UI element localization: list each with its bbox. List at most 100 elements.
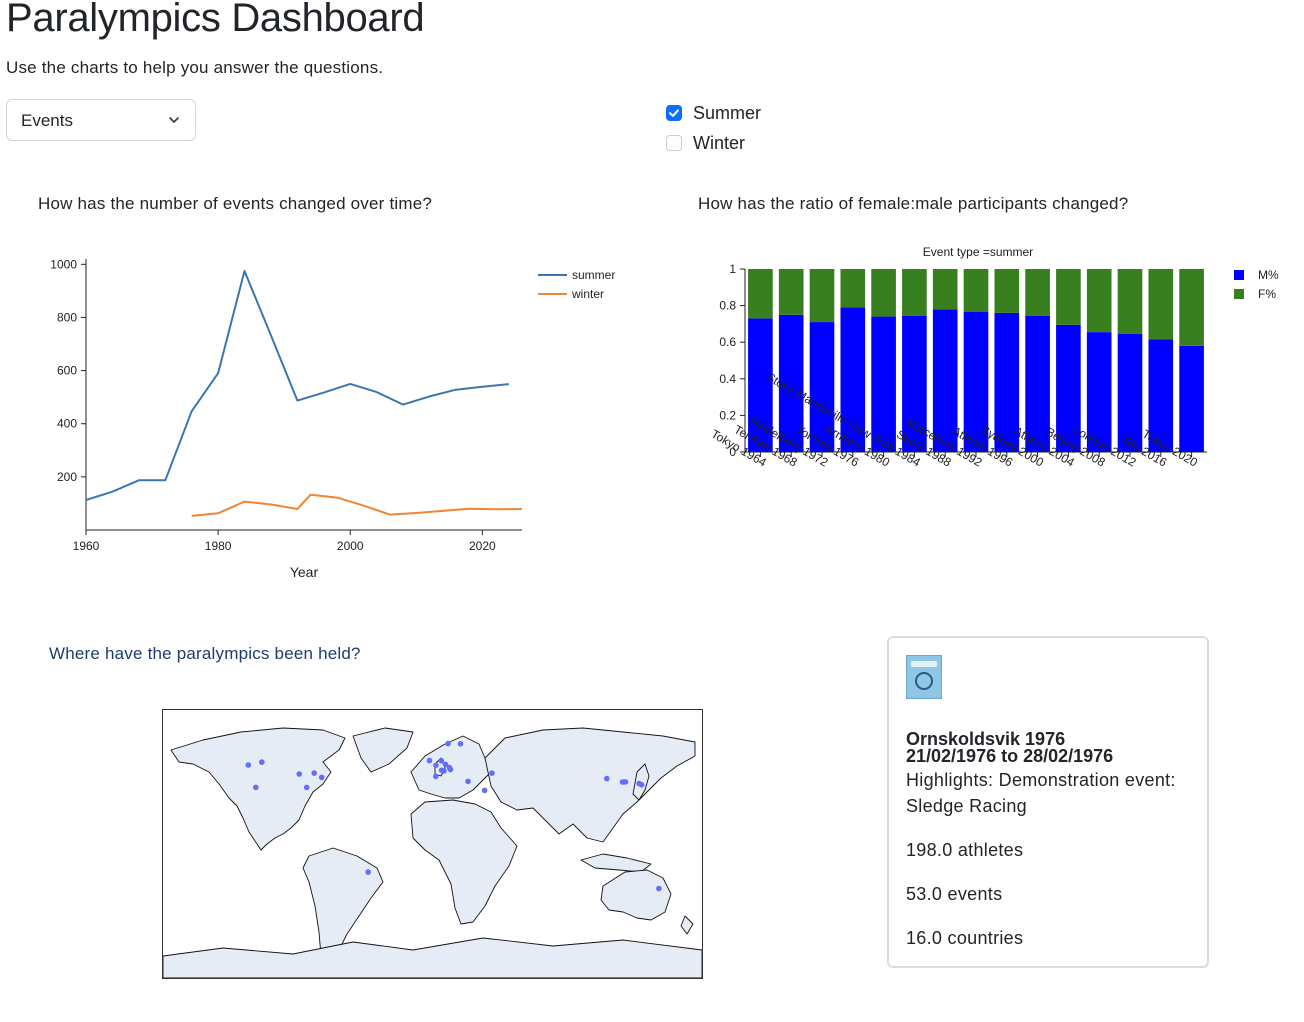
summer-checkbox-label: Summer [693,103,762,123]
bar-male [902,315,927,452]
bar-male [994,312,1020,452]
world-map[interactable] [162,709,703,979]
bar-male [1025,315,1050,452]
map-marker [433,773,439,780]
map-marker [296,771,302,777]
winter-checkbox-label: Winter [693,133,746,153]
bar-female [840,269,866,308]
map-marker [259,759,265,765]
map-marker [433,762,439,769]
chevron-down-icon [169,117,179,123]
winter-series-line [191,493,523,517]
checkbox-unchecked-icon[interactable] [666,135,682,151]
map-marker [365,869,371,875]
bar-female [1117,269,1143,334]
asia-shape [484,727,696,843]
map-marker [438,757,445,764]
event-logo-image [906,655,942,699]
map-marker [622,779,629,785]
bar-male [1179,345,1204,452]
map-marker [465,778,471,785]
chart-type-dropdown[interactable]: Events [6,99,196,141]
map-question: Where have the paralympics been held? [49,644,361,663]
summer-series-line [85,270,509,501]
bar-chart-title: Event type =summer [923,245,1033,259]
bar-female [902,269,927,316]
event-title: Ornskoldsvik 1976 [906,729,1066,749]
bar-female [778,269,804,315]
map-marker [604,775,610,782]
y-tick-label: 0 [729,445,736,459]
map-marker [481,787,488,794]
bar-male [963,312,989,452]
map-marker [245,762,252,768]
legend-label-winter: winter [571,287,604,301]
y-tick-label: 200 [57,470,77,484]
bar-female [1086,269,1112,333]
legend-swatch [1234,289,1244,299]
event-count: 53.0 events [906,884,1003,904]
map-marker [303,784,310,791]
page-subtitle: Use the charts to help you answer the qu… [6,58,384,77]
event-info-card: Ornskoldsvik 1976 21/02/1976 to 28/02/19… [887,636,1209,968]
events-line-chart[interactable]: 200 400 600 800 1000 1960 1980 2000 2020 Year summ… [0,240,650,600]
bar-female [963,269,989,313]
y-tick-label: 600 [57,364,77,378]
x-tick-label: 2020 [469,539,496,553]
map-marker [447,766,454,773]
y-tick-label: 800 [57,310,77,324]
bar-male [809,322,835,452]
bar-male [1117,333,1143,452]
y-tick-label: 1000 [50,257,77,271]
bar-male [840,307,866,452]
africa-shape [410,799,518,925]
bar-female [1148,269,1174,340]
bar-male [1086,332,1112,452]
event-countries: 16.0 countries [906,928,1024,948]
bar-female [1179,269,1204,346]
y-tick-label: 1 [729,262,736,276]
map-marker [489,770,495,776]
map-marker [441,768,447,774]
bar-female [994,269,1020,313]
map-marker [445,740,451,747]
map-marker [253,784,259,791]
bar-male [932,309,958,452]
bar-male [1056,324,1081,452]
y-tick-label: 0.8 [719,299,736,313]
map-marker [426,757,433,764]
bar-male [778,314,804,452]
bar-female [1056,269,1081,325]
bar-male [871,316,896,452]
checkbox-checked-icon[interactable] [666,105,682,121]
bar-female [809,269,835,323]
event-athletes: 198.0 athletes [906,840,1024,860]
legend-label-summer: summer [572,268,615,282]
y-tick-label: 400 [57,417,77,431]
bar-female [932,269,958,310]
map-marker [318,774,325,781]
x-tick-label: 2000 [337,539,364,553]
bar-female [871,269,896,317]
bar-male [748,318,773,452]
map-marker [311,770,317,776]
map-marker [656,885,662,892]
antarctica-shape [163,937,702,978]
ratio-question: How has the ratio of female:male partici… [698,194,1129,213]
event-dates: 21/02/1976 to 28/02/1976 [906,746,1114,766]
event-highlights: Highlights: Demonstration event: Sledge … [906,770,1176,816]
bar-female [748,269,773,319]
bar-male [1148,339,1174,452]
y-tick-label: 0.6 [719,335,736,349]
x-tick-label: 1960 [73,539,100,553]
map-marker [442,761,449,768]
new-zealand-shape [680,915,694,935]
y-tick-label: 0.4 [719,372,736,386]
map-marker [638,782,645,788]
page-title: Paralympics Dashboard [6,0,425,40]
legend-label: M% [1258,268,1279,282]
legend-label: F% [1258,287,1276,301]
australia-shape [600,869,672,921]
x-tick-label: 1980 [205,539,232,553]
